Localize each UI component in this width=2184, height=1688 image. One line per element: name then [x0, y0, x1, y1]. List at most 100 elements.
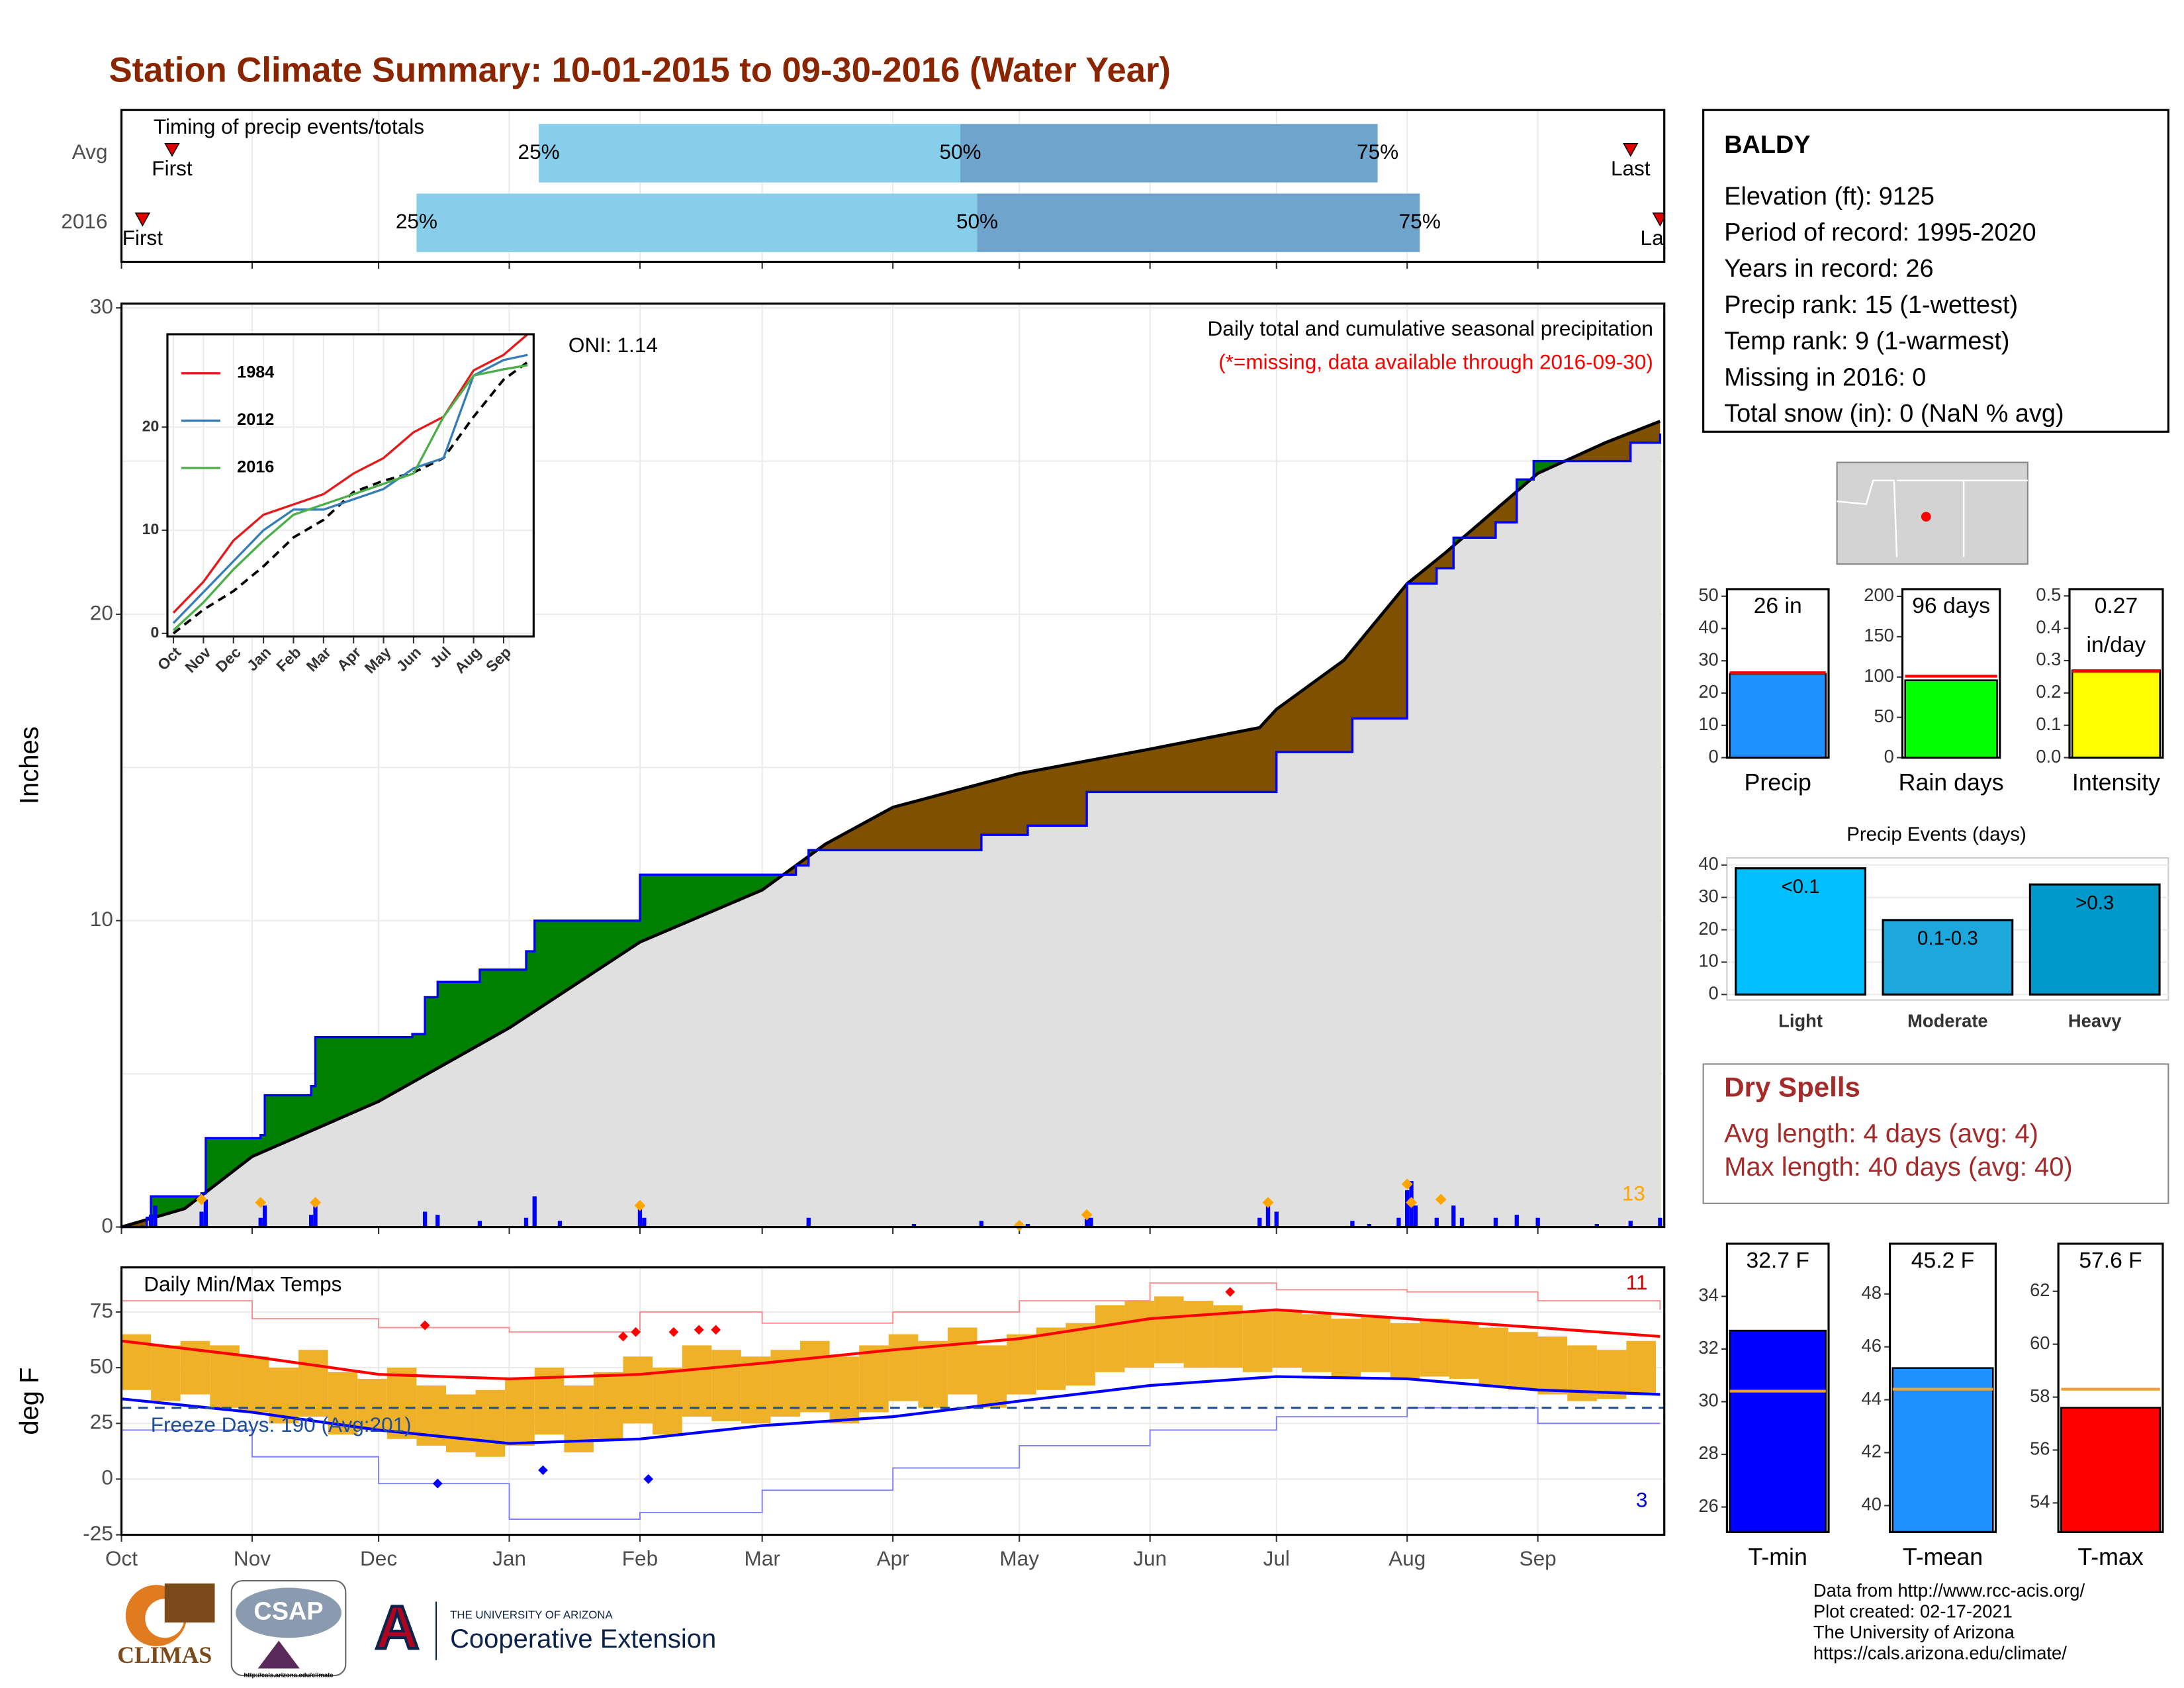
y-tick-label: 0.2 — [2036, 681, 2061, 702]
daily-bar — [979, 1221, 984, 1227]
csap-mountain — [257, 1640, 300, 1669]
station-box — [1702, 109, 2169, 433]
daily-range — [1390, 1323, 1420, 1379]
y-tick-label: 0.1 — [2036, 714, 2061, 734]
y-tick-label: 20 — [1698, 681, 1718, 702]
quartile-bar — [416, 193, 978, 252]
daily-bar — [148, 1215, 154, 1227]
logos: CLIMAS CSAP http://cals.arizona.edu/clim… — [117, 1579, 716, 1679]
daily-range — [1596, 1350, 1627, 1399]
y-axis-label: deg F — [15, 1367, 44, 1434]
y-tick-label: 34 — [1698, 1285, 1718, 1305]
daily-bar — [1628, 1221, 1633, 1227]
event-marker — [134, 212, 151, 227]
daily-bar — [422, 1211, 428, 1227]
legend-label: 2016 — [237, 458, 274, 477]
plot-border — [1725, 588, 1830, 759]
annotation: 11 — [1626, 1270, 1648, 1294]
daily-range — [151, 1345, 181, 1401]
bar — [1729, 1329, 1827, 1533]
y-tick-label: 0 — [150, 624, 159, 641]
avg-max-line — [121, 1308, 1661, 1381]
value-label: 0.27 — [2095, 594, 2138, 618]
map-frame — [1836, 461, 2028, 565]
daily-bar — [532, 1196, 537, 1227]
quartile-label: 25% — [518, 140, 560, 164]
y-tick-label: 54 — [2030, 1491, 2050, 1512]
daily-range — [1154, 1296, 1184, 1364]
y-tick-label: 0 — [1709, 983, 1719, 1004]
x-tick-label: Jan — [492, 1546, 526, 1570]
observed-line — [121, 433, 1662, 1229]
daily-bar — [1594, 1223, 1599, 1227]
footer: Data from http://www.rcc-acis.org/ Plot … — [1813, 1580, 2085, 1664]
daily-bar — [1658, 1217, 1662, 1227]
event-label: Last — [1611, 156, 1651, 180]
daily-range — [1272, 1309, 1302, 1368]
daily-bar — [1459, 1217, 1465, 1227]
record-max-line — [121, 1282, 1661, 1333]
daily-bar — [1405, 1190, 1410, 1227]
y-tick-label: 60 — [2030, 1333, 2050, 1353]
y-tick-label: 0.0 — [2036, 746, 2061, 767]
daily-bar — [637, 1202, 643, 1227]
y-tick-label: 40 — [1698, 853, 1718, 874]
event-marker — [1623, 142, 1639, 158]
series-line — [172, 333, 529, 614]
plot-border — [120, 1266, 1666, 1536]
daily-range — [1449, 1323, 1479, 1379]
category-label: T-min — [1749, 1544, 1807, 1570]
y-tick-label: 150 — [1864, 625, 1894, 645]
daily-bar — [199, 1211, 204, 1227]
daily-bar — [557, 1221, 563, 1227]
csap-url: http://cals.arizona.edu/climate — [244, 1672, 334, 1679]
timing-rows: First Last 25% 50% 75% First Last 25% 50% 75% — [122, 124, 1664, 252]
y-tick-label: 56 — [2030, 1438, 2050, 1459]
daily-bar — [203, 1199, 208, 1227]
note: (*=missing, data available through 2016-… — [1218, 350, 1653, 373]
daily-range — [1095, 1305, 1125, 1372]
record-marker — [432, 1478, 443, 1489]
bar — [2060, 1407, 2161, 1533]
daily-range — [239, 1356, 269, 1413]
daily-marker — [196, 1194, 207, 1205]
daily-bar — [1350, 1221, 1355, 1227]
station-lines: Elevation (ft): 9125 Period of record: 1… — [1724, 183, 2064, 428]
quartile-bar — [539, 124, 961, 183]
y-tick-label: 32 — [1698, 1337, 1718, 1358]
daily-bar — [642, 1217, 647, 1227]
station-line: Elevation (ft): 9125 — [1724, 183, 1934, 211]
daily-bar — [1089, 1217, 1093, 1227]
y-tick-label: 30 — [1698, 649, 1718, 669]
daily-bar — [806, 1217, 811, 1227]
value-label: 96 days — [1912, 594, 1990, 618]
y-tick-label: 28 — [1698, 1442, 1718, 1463]
x-tick-label: Nov — [234, 1546, 271, 1570]
avg-line — [120, 420, 1661, 1229]
bar-title: Precip Events (days) — [1846, 823, 2026, 845]
annotation: Freeze Days: 190 (Avg:201) — [151, 1413, 412, 1436]
count-label: 13 — [1622, 1182, 1645, 1205]
daily-range — [1213, 1305, 1243, 1368]
record-min-line — [121, 1407, 1661, 1520]
bar — [2071, 669, 2161, 759]
record-marker — [668, 1327, 679, 1337]
annotation: 3 — [1636, 1487, 1648, 1511]
y-tick-label: 20 — [142, 417, 159, 434]
plot-border — [1901, 588, 2001, 759]
daily-range — [475, 1389, 506, 1457]
value-label: 26 in — [1754, 594, 1802, 618]
y-tick-label: 25 — [90, 1410, 113, 1434]
bar — [1891, 1367, 1994, 1533]
y-tick-label: 0 — [1709, 746, 1719, 767]
daily-bar — [1396, 1217, 1401, 1227]
x-tick-label: Aug — [1388, 1546, 1426, 1570]
category-label: Heavy — [2068, 1011, 2122, 1031]
y-tick-label: 75 — [90, 1298, 113, 1322]
station-dot — [1921, 512, 1931, 522]
avg-min-line — [121, 1375, 1661, 1445]
daily-range — [1508, 1332, 1538, 1390]
series-line — [172, 364, 528, 632]
climas-emblem — [164, 1583, 215, 1623]
value-label: 32.7 F — [1746, 1248, 1809, 1273]
